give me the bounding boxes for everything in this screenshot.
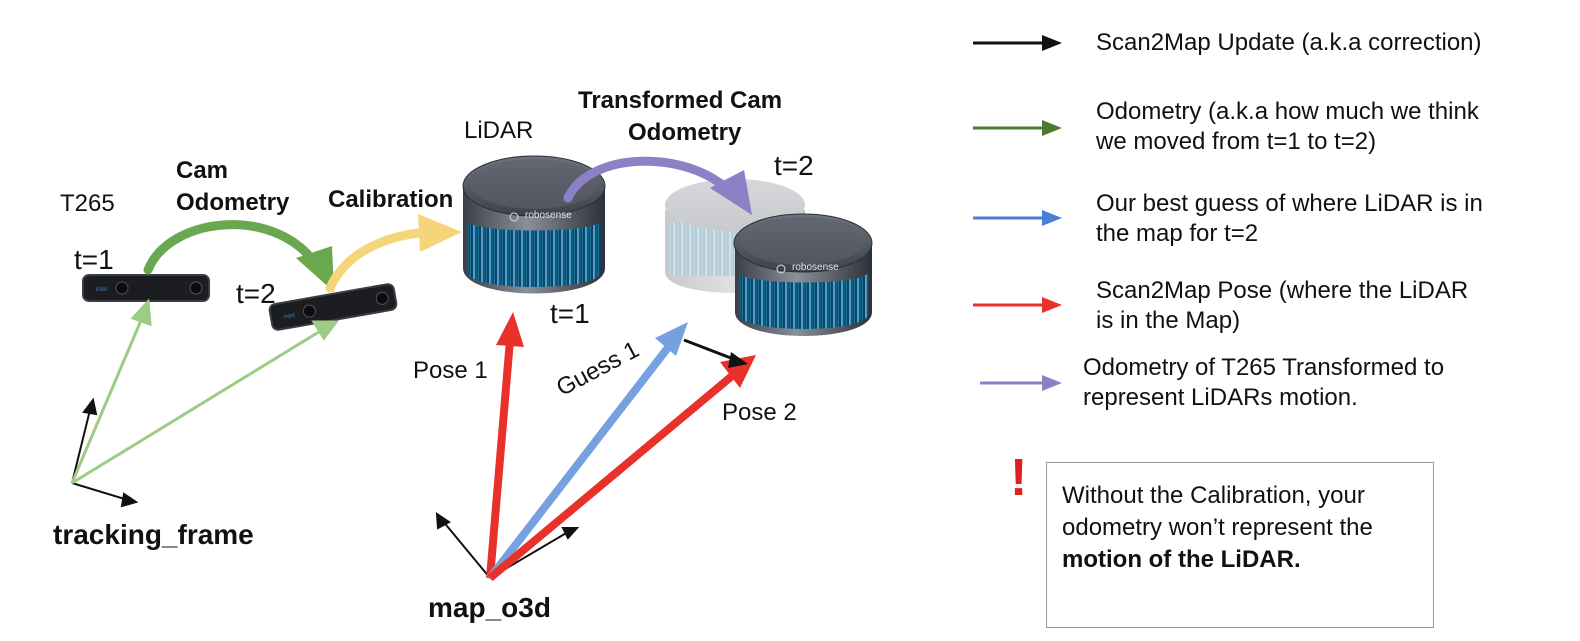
tracking-frame-axes — [71, 397, 139, 508]
transformed-odometry-arrow — [563, 156, 752, 215]
t265-camera-t2: intel — [268, 283, 398, 331]
legend-line: represent LiDARs motion. — [1083, 384, 1358, 411]
calibration-arrow — [325, 214, 462, 293]
guess1-arrow — [486, 322, 688, 581]
robosense-logo-t2: robosense — [792, 262, 839, 273]
legend-line: we moved from t=1 to t=2) — [1096, 128, 1377, 155]
scan2map-update-arrow — [683, 338, 748, 368]
robosense-logo-t1: robosense — [525, 210, 572, 221]
legend-arrows — [973, 35, 1062, 391]
legend-line: Odometry (a.k.a how much we think — [1096, 98, 1479, 125]
legend-scan2map-pose: Scan2Map Pose (where the LiDAR is in the… — [1096, 276, 1468, 336]
t1-lidar-label: t=1 — [550, 298, 590, 329]
pose1-label: Pose 1 — [413, 357, 488, 384]
legend-line: Scan2Map Pose (where the LiDAR — [1096, 277, 1469, 304]
legend-arrow-head — [1042, 297, 1062, 313]
legend-best-guess: Our best guess of where LiDAR is in the … — [1096, 189, 1483, 249]
cam-odometry-label-2: Odometry — [176, 189, 290, 216]
legend-arrow-head — [1042, 375, 1062, 391]
alert-icon: ! — [1010, 449, 1028, 507]
pose2-arrow — [487, 355, 756, 582]
t1-cam-label: t=1 — [74, 244, 114, 275]
legend-arrow-head — [1042, 120, 1062, 136]
legend-scan2map-update: Scan2Map Update (a.k.a correction) — [1096, 28, 1482, 58]
legend-line: Our best guess of where LiDAR is in — [1096, 190, 1483, 217]
tracking-lines — [70, 298, 339, 485]
legend-arrow-head — [1042, 35, 1062, 51]
legend-odometry: Odometry (a.k.a how much we think we mov… — [1096, 97, 1479, 157]
pose2-label: Pose 2 — [722, 399, 797, 426]
t2-cam-label: t=2 — [236, 278, 276, 309]
transformed-odometry-label-1: Transformed Cam — [578, 87, 783, 114]
pose1-arrow — [486, 312, 524, 579]
legend-transformed-odometry: Odometry of T265 Transformed to represen… — [1083, 353, 1444, 413]
note-box — [1046, 462, 1434, 628]
map-o3d-label: map_o3d — [428, 592, 551, 623]
legend-line: the map for t=2 — [1096, 220, 1259, 247]
lidar-t2 — [733, 213, 873, 336]
legend-line: Scan2Map Update (a.k.a correction) — [1096, 29, 1482, 56]
note-body: Without the Calibration, your odometry w… — [1062, 482, 1373, 541]
t265-label: T265 — [60, 190, 115, 217]
cam-odometry-label-1: Cam — [176, 157, 229, 184]
t2-lidar-label: t=2 — [774, 150, 814, 181]
t265-camera-t1: intel — [82, 274, 210, 302]
transformed-odometry-label-2: Odometry — [628, 119, 742, 146]
svg-text:intel: intel — [96, 287, 107, 293]
note-text: Without the Calibration, your odometry w… — [1062, 480, 1432, 576]
legend-line: Odometry of T265 Transformed to — [1083, 354, 1445, 381]
cam-odometry-arrow — [143, 220, 334, 292]
lidar-label: LiDAR — [464, 117, 534, 144]
legend-arrow-head — [1042, 210, 1062, 226]
calibration-label: Calibration — [328, 186, 454, 213]
svg-text:intel: intel — [284, 313, 296, 321]
legend-line: is in the Map) — [1096, 307, 1241, 334]
tracking-frame-label: tracking_frame — [53, 519, 254, 550]
note-bold: motion of the LiDAR. — [1062, 546, 1301, 573]
